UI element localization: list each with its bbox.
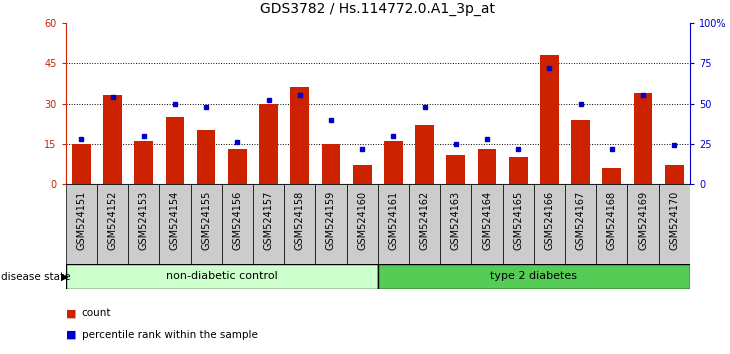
Bar — [602, 168, 621, 184]
Bar — [128, 184, 159, 264]
Bar — [159, 184, 191, 264]
Bar — [409, 184, 440, 264]
Text: GSM524165: GSM524165 — [513, 190, 523, 250]
Bar — [291, 87, 309, 184]
Bar — [228, 149, 247, 184]
Text: disease state: disease state — [1, 272, 71, 282]
Bar — [384, 141, 403, 184]
Text: GSM524157: GSM524157 — [264, 190, 274, 250]
Bar — [440, 184, 472, 264]
Bar — [97, 184, 128, 264]
Bar — [378, 184, 409, 264]
Bar — [259, 104, 278, 184]
Bar — [166, 117, 184, 184]
Text: non-diabetic control: non-diabetic control — [166, 272, 277, 281]
Text: GDS3782 / Hs.114772.0.A1_3p_at: GDS3782 / Hs.114772.0.A1_3p_at — [261, 2, 495, 16]
Bar — [540, 55, 558, 184]
Text: GSM524164: GSM524164 — [482, 190, 492, 250]
Bar — [665, 165, 683, 184]
Bar — [253, 184, 284, 264]
Bar — [222, 184, 253, 264]
Bar — [134, 141, 153, 184]
Text: type 2 diabetes: type 2 diabetes — [491, 272, 577, 281]
Text: GSM524158: GSM524158 — [295, 190, 304, 250]
Bar — [534, 184, 565, 264]
Bar — [658, 184, 690, 264]
Text: GSM524161: GSM524161 — [388, 190, 399, 250]
Bar — [477, 149, 496, 184]
Bar — [415, 125, 434, 184]
Text: percentile rank within the sample: percentile rank within the sample — [82, 330, 258, 339]
Text: GSM524167: GSM524167 — [576, 190, 585, 250]
Bar — [572, 120, 590, 184]
Text: GSM524169: GSM524169 — [638, 190, 648, 250]
Bar — [197, 130, 215, 184]
Bar — [72, 144, 91, 184]
Text: GSM524151: GSM524151 — [77, 190, 86, 250]
Bar — [627, 184, 658, 264]
Bar — [315, 184, 347, 264]
Text: GSM524152: GSM524152 — [107, 190, 118, 250]
Bar — [103, 96, 122, 184]
Text: GSM524163: GSM524163 — [451, 190, 461, 250]
Bar — [596, 184, 627, 264]
Bar — [447, 155, 465, 184]
Bar — [509, 157, 528, 184]
Bar — [284, 184, 315, 264]
Text: GSM524168: GSM524168 — [607, 190, 617, 250]
Text: GSM524170: GSM524170 — [669, 190, 679, 250]
Text: GSM524156: GSM524156 — [232, 190, 242, 250]
Bar — [347, 184, 378, 264]
Text: GSM524155: GSM524155 — [201, 190, 211, 250]
Bar — [191, 184, 222, 264]
Text: ■: ■ — [66, 308, 76, 318]
Bar — [472, 184, 502, 264]
Text: ▶: ▶ — [61, 272, 68, 282]
Text: GSM524153: GSM524153 — [139, 190, 149, 250]
Bar — [322, 144, 340, 184]
Bar — [565, 184, 596, 264]
Text: GSM524160: GSM524160 — [357, 190, 367, 250]
Bar — [353, 165, 372, 184]
Text: GSM524159: GSM524159 — [326, 190, 336, 250]
Text: GSM524166: GSM524166 — [545, 190, 554, 250]
Bar — [634, 93, 653, 184]
Text: ■: ■ — [66, 330, 76, 339]
Text: GSM524154: GSM524154 — [170, 190, 180, 250]
Text: GSM524162: GSM524162 — [420, 190, 429, 250]
Bar — [377, 264, 690, 289]
Text: count: count — [82, 308, 111, 318]
Bar — [502, 184, 534, 264]
Bar — [66, 184, 97, 264]
Bar — [66, 264, 377, 289]
